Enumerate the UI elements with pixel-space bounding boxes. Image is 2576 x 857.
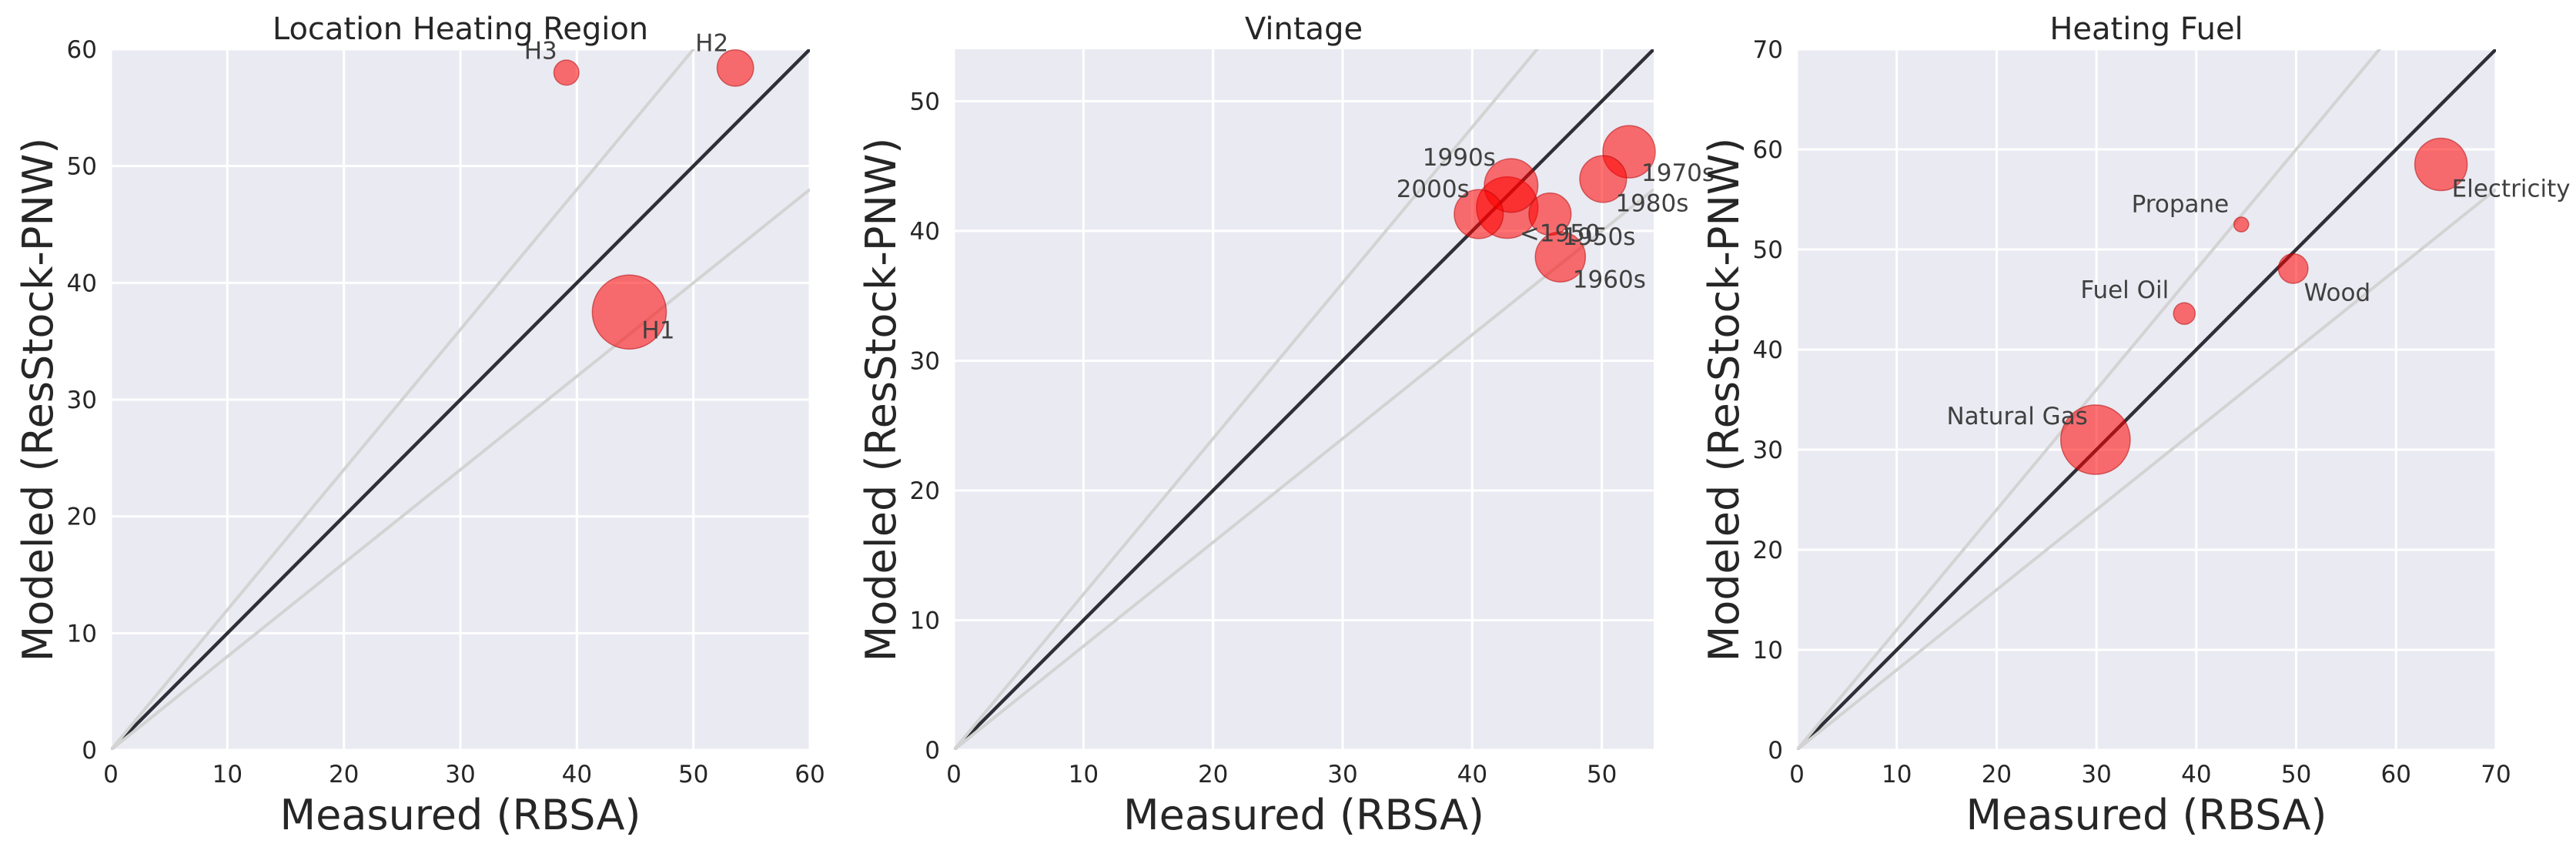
x-tick-label: 20 [329,761,359,788]
identity-line [111,49,810,750]
point-label: Natural Gas [1946,403,2087,430]
y-tick-label: 50 [910,88,940,115]
y-tick-label: 40 [910,218,940,246]
x-axis-label: Measured (RBSA) [1123,791,1484,839]
x-tick-label: 70 [2481,761,2511,788]
y-tick-label: 60 [1753,136,1783,164]
chart-panel-1: H1 H2 H3 0 10 20 30 40 50 60 0 10 20 30 40 50 60 Measured… [14,12,825,839]
y-tick-label: 40 [1753,336,1783,364]
data-point [2233,216,2250,233]
x-tick-label: 10 [1882,761,1912,788]
x-tick-label: 60 [795,761,825,788]
y-tick-label: 30 [910,347,940,375]
point-label: 1960s [1573,266,1646,294]
y-tick-label: 40 [67,269,97,297]
x-axis-label: Measured (RBSA) [280,791,641,839]
y-tick-label: 30 [1753,437,1783,464]
y-tick-label: 0 [1768,737,1783,765]
y-tick-label: 50 [67,153,97,181]
x-tick-label: 30 [2081,761,2111,788]
y-tick-label: 30 [67,387,97,414]
point-label: Fuel Oil [2080,276,2169,304]
reference-lines [111,49,810,750]
reference-lines [954,49,1654,750]
data-point [2277,253,2309,284]
x-tick-label: 30 [1327,761,1357,788]
data-point [1579,155,1628,203]
reference-lines [1797,49,2496,750]
x-tick-label: 40 [1457,761,1487,788]
x-tick-label: 10 [1069,761,1099,788]
y-tick-label: 20 [910,477,940,505]
data-point [716,49,754,87]
y-axis-label: Modeled (ResStock-PNW) [1700,138,1748,662]
reference-line [111,49,696,750]
chart-panel-3: Electricity Propane Wood Fuel Oil Natural Ga… [1700,12,2571,839]
chart-title: Vintage [1245,12,1363,47]
x-tick-label: 10 [212,761,243,788]
point-label: Propane [2132,191,2230,219]
point-label: 1970s [1641,159,1715,187]
reference-line [1797,188,2496,750]
y-tick-label: 10 [67,620,97,648]
x-tick-label: 20 [1198,761,1228,788]
point-label: Electricity [2452,176,2571,203]
x-tick-label: 40 [562,761,592,788]
point-label: Wood [2304,280,2370,307]
identity-line [1797,49,2496,750]
point-label: H2 [695,29,728,57]
y-axis-label: Modeled (ResStock-PNW) [14,138,62,662]
chart-title: Heating Fuel [2049,12,2243,47]
x-tick-label: 40 [2181,761,2211,788]
reference-line [1797,49,2382,750]
x-tick-label: 50 [678,761,708,788]
x-tick-label: 60 [2381,761,2411,788]
x-tick-label: 0 [1789,761,1805,788]
chart-title: Location Heating Region [273,12,648,47]
y-tick-label: 60 [67,36,97,64]
y-tick-label: 0 [925,737,940,765]
data-point [591,274,667,350]
y-tick-label: 20 [67,504,97,531]
point-label: 1950s [1562,223,1635,251]
point-label: <1950 [1520,220,1601,248]
y-tick-label: 10 [1753,637,1783,665]
y-tick-label: 0 [82,737,97,765]
x-tick-label: 0 [946,761,962,788]
x-tick-label: 50 [1587,761,1617,788]
point-label: H3 [524,37,557,65]
y-tick-label: 20 [1753,537,1783,564]
x-tick-label: 30 [445,761,475,788]
data-point [1528,192,1572,236]
data-point [2059,404,2131,475]
point-label: H1 [641,316,674,344]
x-tick-label: 50 [2281,761,2311,788]
x-tick-label: 0 [103,761,119,788]
y-tick-label: 70 [1753,36,1783,64]
y-axis-label: Modeled (ResStock-PNW) [857,138,905,662]
point-label: 2000s [1397,176,1470,203]
data-point [2414,137,2468,192]
x-tick-label: 20 [1982,761,2012,788]
identity-line [954,49,1654,750]
data-point [1454,189,1504,239]
y-tick-label: 10 [910,607,940,634]
reference-line [111,188,810,750]
y-tick-label: 50 [1753,236,1783,264]
x-axis-label: Measured (RBSA) [1966,791,2327,839]
point-label: 1980s [1615,190,1688,218]
point-label: 1990s [1423,144,1496,172]
reference-line [954,188,1654,750]
data-point [553,59,580,86]
data-point [2173,302,2196,326]
reference-line [954,49,1540,750]
